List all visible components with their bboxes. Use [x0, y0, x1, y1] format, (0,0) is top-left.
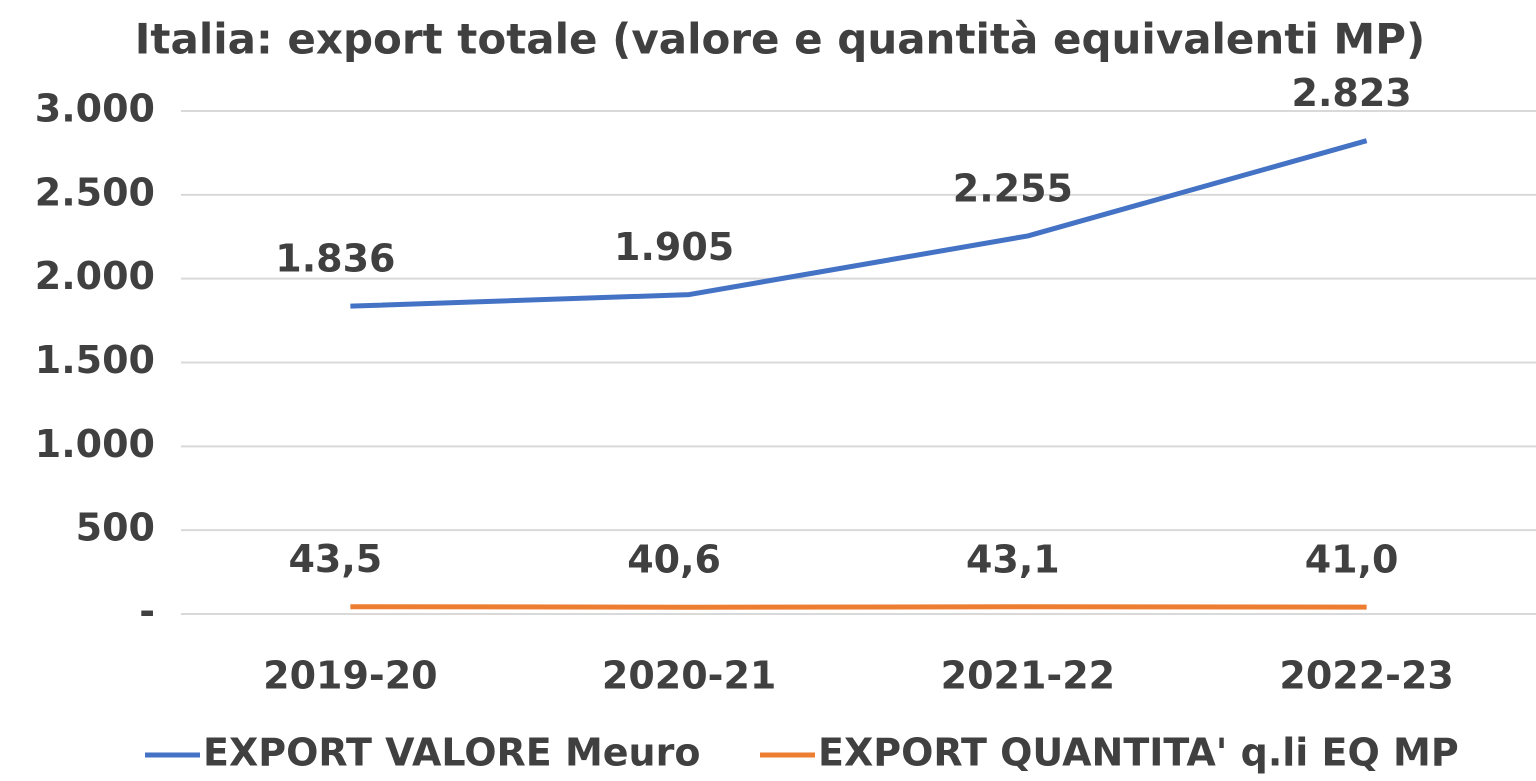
y-tick-label: 2.500 — [35, 170, 155, 214]
data-label: 40,6 — [627, 538, 721, 582]
y-tick-label: 3.000 — [35, 87, 155, 131]
x-tick-label: 2019-20 — [263, 654, 437, 698]
data-label: 1.836 — [275, 237, 395, 281]
chart-title: Italia: export totale (valore e quantità… — [135, 15, 1425, 64]
data-label: 43,1 — [966, 537, 1060, 581]
data-label: 41,0 — [1305, 538, 1399, 582]
data-label: 2.255 — [953, 166, 1073, 210]
legend-label: EXPORT QUANTITA' q.li EQ MP — [818, 731, 1459, 775]
legend-label: EXPORT VALORE Meuro — [203, 731, 700, 775]
series-line — [350, 141, 1366, 306]
data-label: 1.905 — [614, 225, 734, 269]
data-label: 2.823 — [1292, 71, 1412, 115]
y-tick-label: 2.000 — [35, 254, 155, 298]
y-tick-label: - — [139, 590, 155, 634]
data-label: 43,5 — [288, 537, 382, 581]
x-tick-label: 2022-23 — [1279, 654, 1453, 698]
y-tick-label: 500 — [76, 506, 155, 550]
y-tick-label: 1.000 — [35, 422, 155, 466]
x-tick-label: 2021-22 — [941, 654, 1115, 698]
y-tick-label: 1.500 — [35, 338, 155, 382]
x-tick-label: 2020-21 — [602, 654, 776, 698]
